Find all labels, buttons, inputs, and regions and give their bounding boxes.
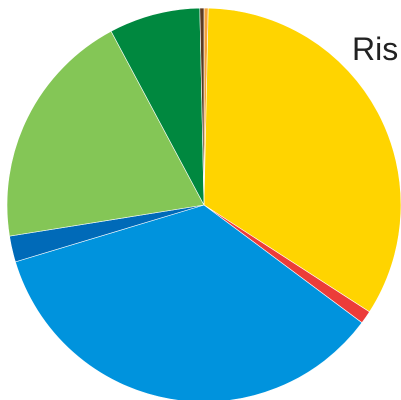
pie-slice-8	[199, 7, 205, 206]
pie-slice-2	[203, 7, 401, 313]
chart-label-text: Ris	[352, 31, 398, 67]
pie-slice-6	[6, 30, 205, 237]
pie-slices	[6, 7, 401, 400]
pie-slice-4	[15, 204, 363, 400]
